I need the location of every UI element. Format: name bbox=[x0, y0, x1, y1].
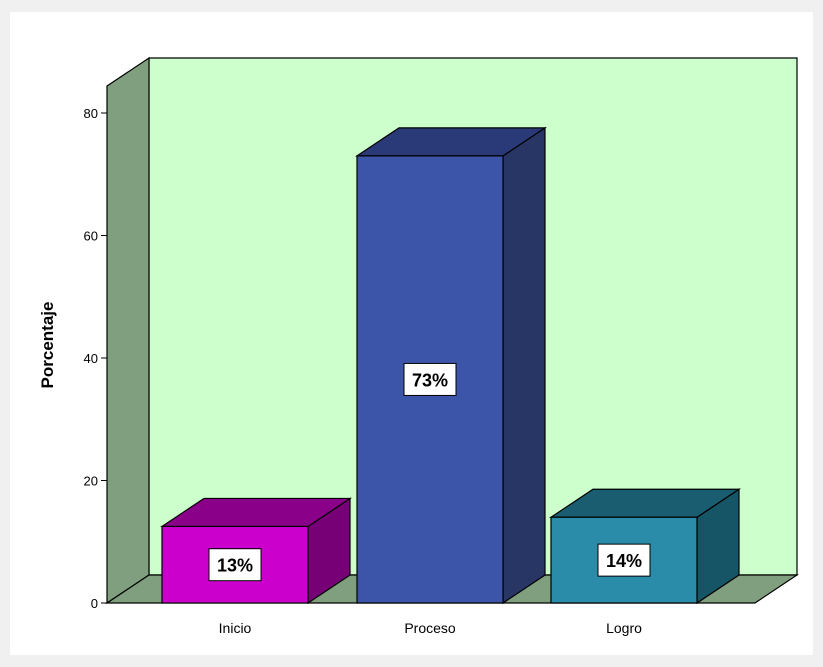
data-label: 14% bbox=[606, 551, 642, 571]
data-label-box bbox=[597, 543, 651, 577]
data-label: 73% bbox=[412, 370, 448, 390]
x-tick-label: Proceso bbox=[404, 620, 456, 636]
data-label: 13% bbox=[217, 556, 253, 576]
y-axis-title: Porcentaje bbox=[38, 302, 57, 389]
x-tick-label: Inicio bbox=[219, 620, 252, 636]
data-label-box bbox=[208, 548, 262, 582]
y-tick-label: 40 bbox=[84, 351, 98, 366]
chart-left-wall bbox=[106, 56, 150, 605]
bar-side bbox=[502, 126, 546, 605]
y-tick-label: 20 bbox=[84, 474, 98, 489]
x-tick-label: Logro bbox=[606, 620, 642, 636]
y-tick-label: 0 bbox=[91, 596, 98, 611]
data-label-box bbox=[403, 362, 457, 396]
y-tick-label: 80 bbox=[84, 106, 98, 121]
y-tick-label: 60 bbox=[84, 229, 98, 244]
